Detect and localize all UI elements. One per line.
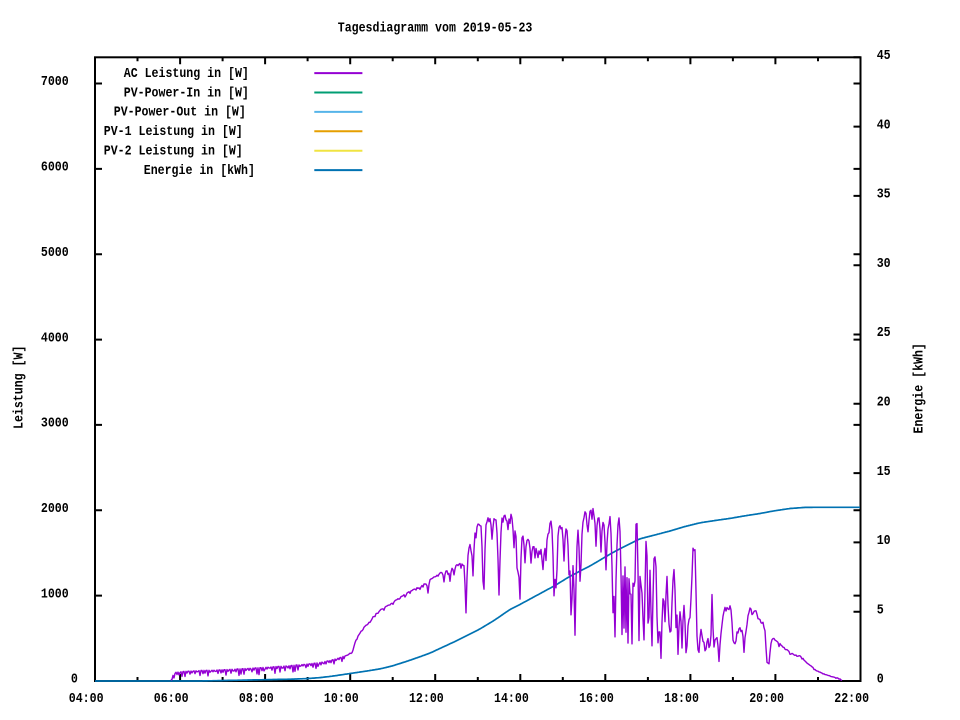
svg-text:20:00: 20:00 [749,692,784,707]
svg-text:40: 40 [877,118,891,133]
svg-text:10: 10 [877,534,891,549]
svg-text:35: 35 [877,188,891,203]
svg-text:PV-1 Leistung in [W]: PV-1 Leistung in [W] [104,125,243,140]
svg-text:Leistung [W]: Leistung [W] [13,346,28,429]
svg-text:7000: 7000 [41,75,69,90]
svg-text:18:00: 18:00 [664,692,699,707]
svg-text:25: 25 [877,326,891,341]
svg-text:4000: 4000 [41,331,69,346]
svg-text:PV-Power-In in [W]: PV-Power-In in [W] [124,86,249,101]
svg-text:PV-Power-Out in [W]: PV-Power-Out in [W] [114,106,246,121]
svg-text:14:00: 14:00 [494,692,529,707]
svg-text:22:00: 22:00 [834,692,869,707]
svg-text:6000: 6000 [41,161,69,176]
svg-text:0: 0 [71,673,78,688]
svg-text:PV-2 Leistung in [W]: PV-2 Leistung in [W] [104,145,243,160]
svg-text:45: 45 [877,49,891,64]
svg-text:0: 0 [877,673,884,688]
svg-text:5: 5 [877,603,884,618]
svg-text:08:00: 08:00 [239,692,274,707]
svg-text:20: 20 [877,396,891,411]
svg-text:30: 30 [877,257,891,272]
svg-text:5000: 5000 [41,246,69,261]
svg-text:06:00: 06:00 [154,692,189,707]
svg-text:3000: 3000 [41,417,69,432]
svg-text:04:00: 04:00 [69,692,104,707]
svg-text:10:00: 10:00 [324,692,359,707]
svg-text:16:00: 16:00 [579,692,614,707]
svg-text:Energie in [kWh]: Energie in [kWh] [144,164,255,179]
svg-text:AC Leistung in [W]: AC Leistung in [W] [124,67,249,82]
svg-text:Tagesdiagramm vom 2019-05-23: Tagesdiagramm vom 2019-05-23 [338,21,533,36]
svg-text:2000: 2000 [41,502,69,517]
svg-text:12:00: 12:00 [409,692,444,707]
svg-text:Energie [kWh]: Energie [kWh] [913,343,928,433]
svg-text:1000: 1000 [41,587,69,602]
svg-text:15: 15 [877,465,891,480]
